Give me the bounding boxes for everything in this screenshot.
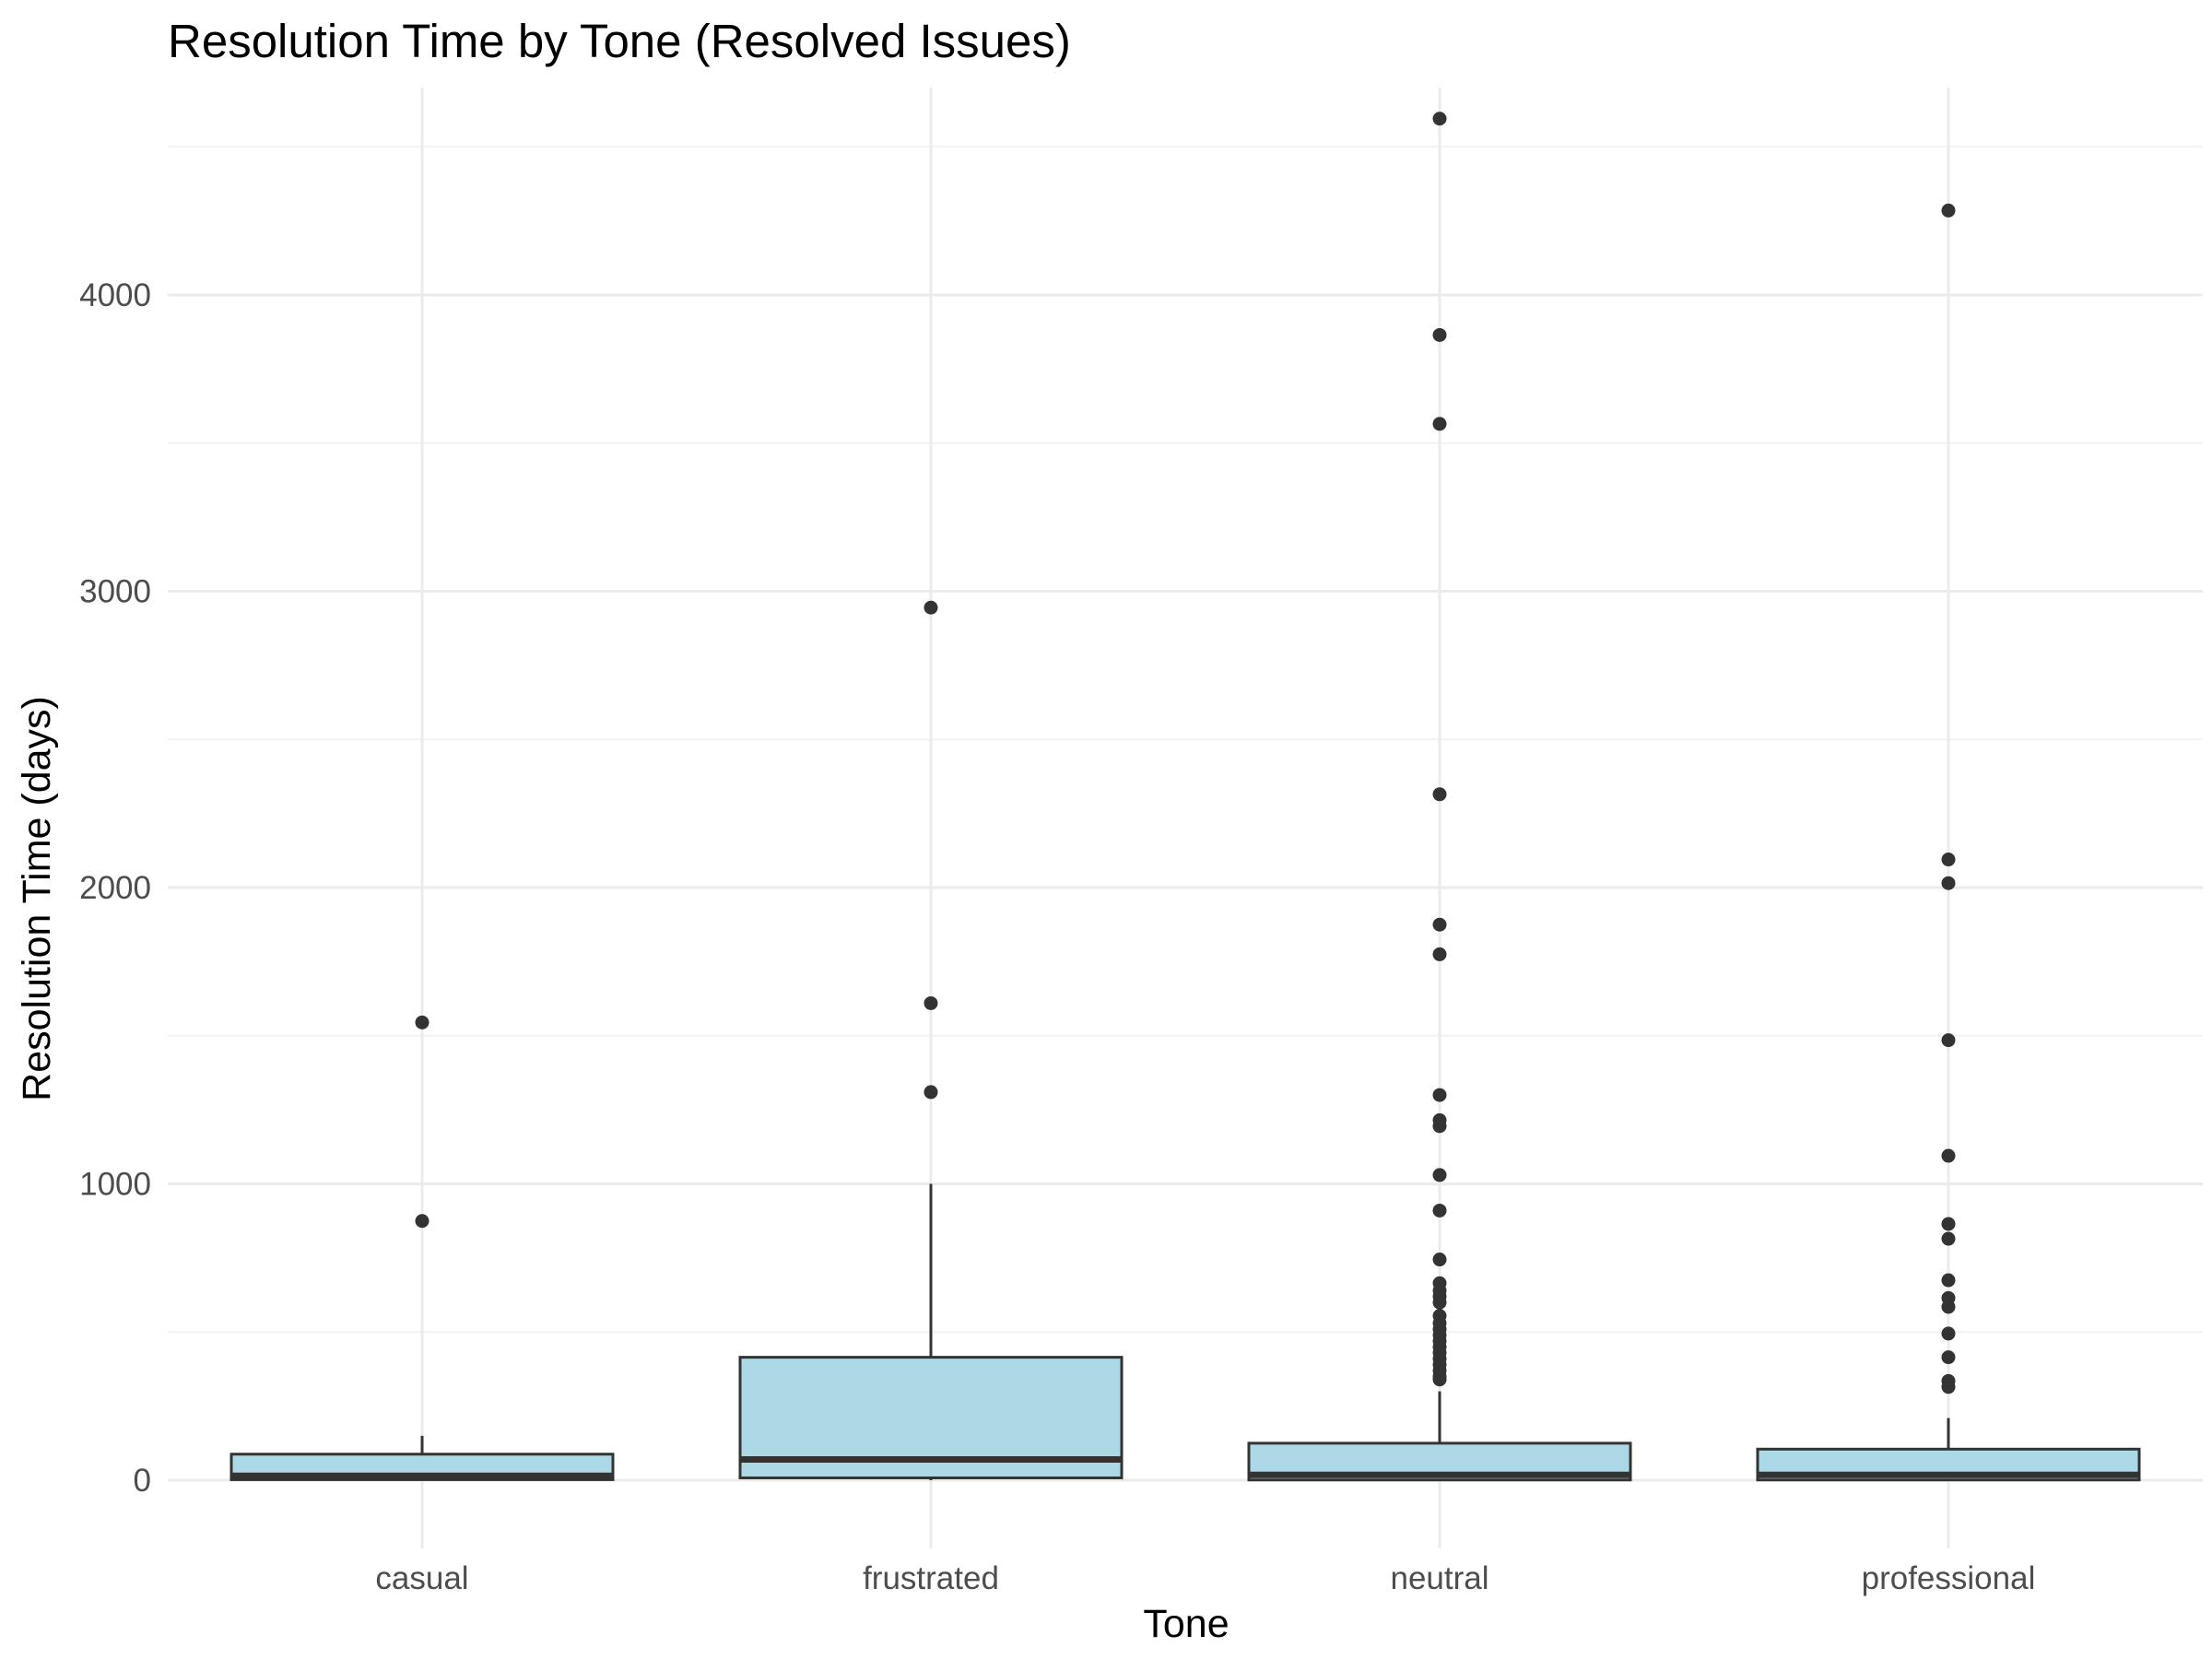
y-tick-label: 1000	[79, 1167, 151, 1203]
outlier-point	[1941, 1273, 1956, 1288]
outlier-point	[1941, 1033, 1956, 1048]
outlier-point	[924, 995, 938, 1010]
x-tick-label: casual	[375, 1560, 468, 1596]
outlier-point	[1941, 1231, 1956, 1246]
outlier-point	[924, 600, 938, 615]
outlier-point	[1432, 1088, 1447, 1102]
outlier-point	[415, 1015, 429, 1030]
y-tick-label: 2000	[79, 870, 151, 906]
outlier-point	[1432, 1372, 1447, 1387]
outlier-point	[1941, 1148, 1956, 1163]
box-casual	[229, 1015, 615, 1481]
outlier-point	[1941, 876, 1956, 890]
outlier-point	[924, 1085, 938, 1100]
outlier-point	[1432, 1119, 1447, 1134]
outlier-point	[1432, 1295, 1447, 1310]
x-axis-title: Tone	[1143, 1602, 1229, 1646]
outlier-point	[1432, 1203, 1447, 1218]
outlier-point	[1432, 947, 1447, 961]
outlier-point	[1941, 1350, 1956, 1365]
outlier-point	[1941, 1380, 1956, 1394]
y-axis-title: Resolution Time (days)	[15, 696, 59, 1101]
chart-title: Resolution Time by Tone (Resolved Issues…	[168, 15, 1071, 67]
box-neutral	[1247, 112, 1632, 1482]
outlier-point	[1941, 853, 1956, 867]
outlier-point	[1432, 787, 1447, 802]
outlier-point	[1941, 1300, 1956, 1314]
box-professional	[1756, 203, 2141, 1482]
x-tick-label: neutral	[1390, 1560, 1488, 1596]
outlier-point	[1432, 1168, 1447, 1182]
outlier-point	[1941, 203, 1956, 218]
x-tick-label: frustrated	[863, 1560, 999, 1596]
outlier-point	[415, 1214, 429, 1229]
outlier-point	[1432, 112, 1447, 126]
grid	[168, 88, 2203, 1548]
tick-labels: 0 1000 2000 3000 4000 casual frustrated neutral…	[79, 277, 2035, 1596]
y-tick-label: 0	[134, 1463, 151, 1499]
x-tick-label: professional	[1862, 1560, 2036, 1596]
outlier-point	[1432, 327, 1447, 342]
y-tick-label: 4000	[79, 277, 151, 313]
outlier-point	[1941, 1217, 1956, 1231]
outlier-point	[1432, 1253, 1447, 1267]
outlier-point	[1432, 917, 1447, 932]
box-frustrated	[738, 600, 1124, 1481]
outlier-point	[1432, 417, 1447, 431]
outlier-point	[1941, 1326, 1956, 1341]
y-tick-label: 3000	[79, 574, 151, 610]
boxes	[229, 112, 2141, 1482]
